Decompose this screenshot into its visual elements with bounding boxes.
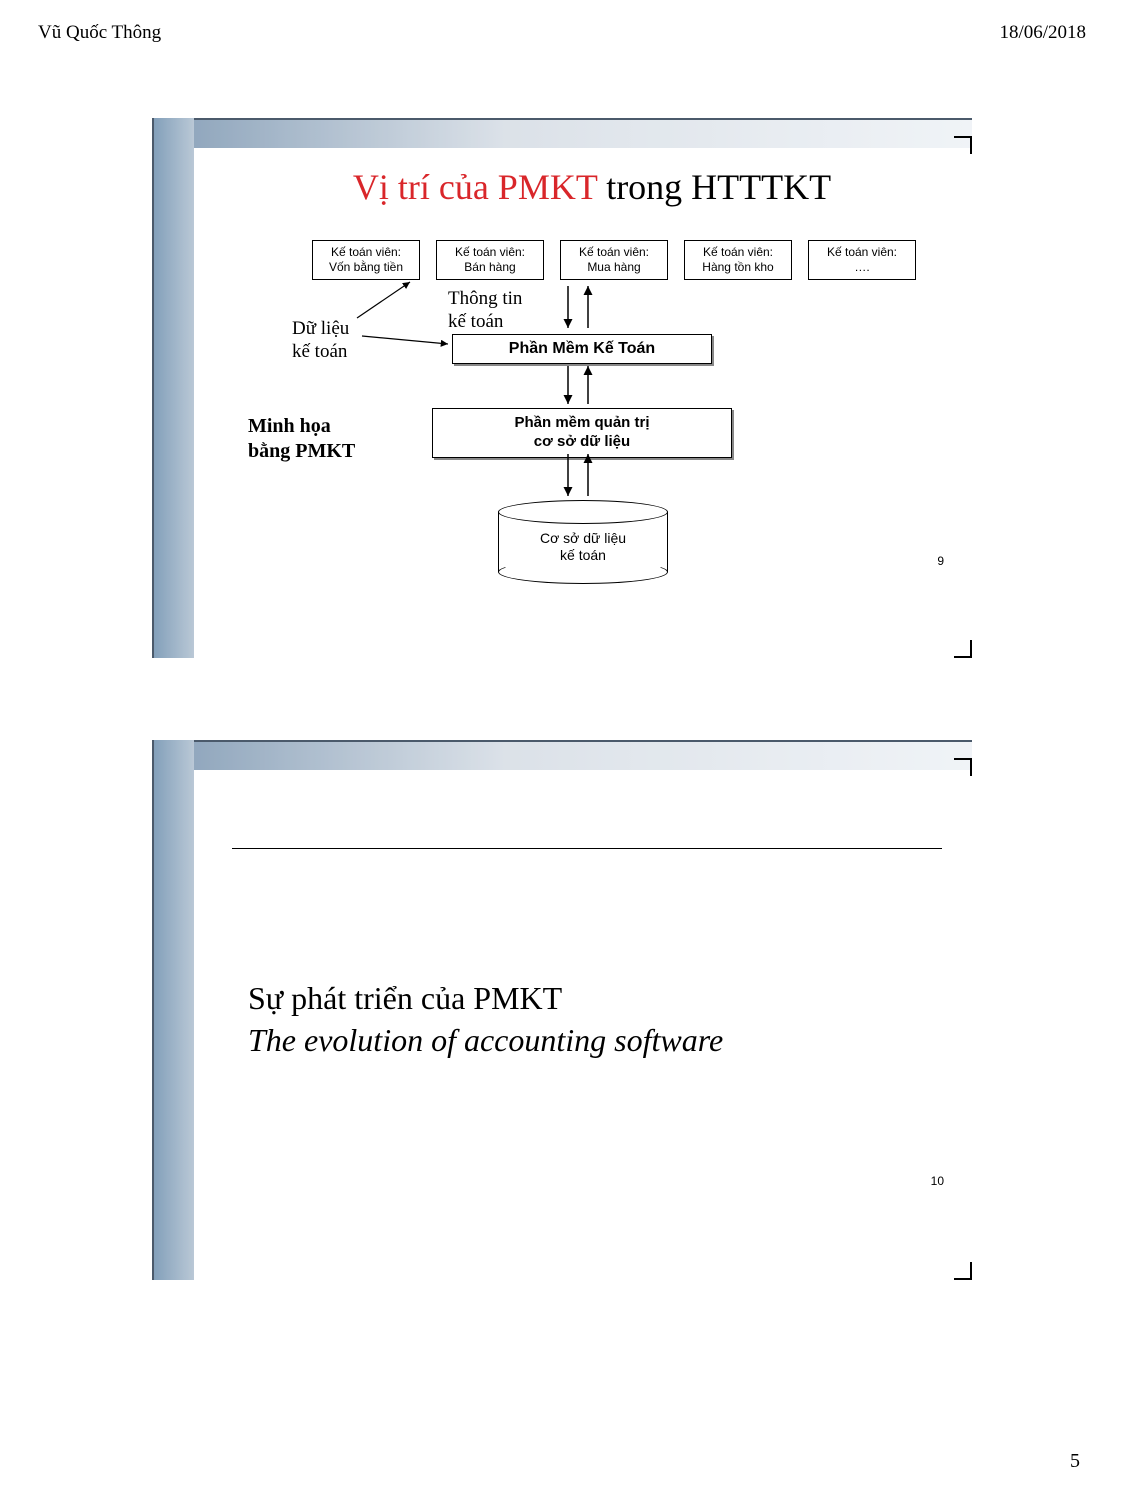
title-vn: Sự phát triển của PMKT xyxy=(248,978,723,1020)
label-line: kế toán xyxy=(292,341,349,364)
box-line2: Bán hàng xyxy=(439,260,541,275)
slide-topbar-decoration xyxy=(194,740,972,770)
cyl-line: kế toán xyxy=(498,547,668,564)
slide-2: Sự phát triển của PMKT The evolution of … xyxy=(152,740,972,1280)
accountant-box: Kế toán viên: …. xyxy=(808,240,916,280)
database-cylinder: Cơ sở dữ liệu kế toán xyxy=(498,500,668,574)
accountant-box: Kế toán viên: Vốn bằng tiền xyxy=(312,240,420,280)
label-thong-tin: Thông tin kế toán xyxy=(448,288,522,334)
slide2-title: Sự phát triển của PMKT The evolution of … xyxy=(248,978,723,1061)
box-line1: Kế toán viên: xyxy=(315,245,417,260)
box-line1: Kế toán viên: xyxy=(687,245,789,260)
slide-title: Vị trí của PMKT trong HTTTKT xyxy=(232,166,952,208)
accountant-box: Kế toán viên: Mua hàng xyxy=(560,240,668,280)
box-text-line: cơ sở dữ liệu xyxy=(443,433,721,452)
label-line: Dữ liệu xyxy=(292,318,349,341)
slide-sidebar-decoration xyxy=(152,740,194,1280)
box-line1: Kế toán viên: xyxy=(811,245,913,260)
slide-number: 9 xyxy=(937,554,944,568)
corner-marker-bottom-right xyxy=(954,1262,972,1280)
label-du-lieu: Dữ liệu kế toán xyxy=(292,318,349,364)
accountant-boxes-row: Kế toán viên: Vốn bằng tiền Kế toán viên… xyxy=(312,240,916,280)
corner-marker-top-right xyxy=(954,136,972,154)
box-phan-mem-ke-toan: Phần Mềm Kế Toán xyxy=(452,334,712,364)
label-line: kế toán xyxy=(448,311,522,334)
cyl-line: Cơ sở dữ liệu xyxy=(498,530,668,547)
page-number: 5 xyxy=(1070,1450,1080,1472)
cylinder-bottom xyxy=(498,560,668,584)
page-footer: 5 xyxy=(1070,1450,1080,1473)
box-line2: …. xyxy=(811,260,913,275)
divider-line xyxy=(232,848,942,849)
title-en: The evolution of accounting software xyxy=(248,1020,723,1062)
box-phan-mem-quan-tri: Phần mềm quản trị cơ sở dữ liệu xyxy=(432,408,732,458)
box-text: Phần Mềm Kế Toán xyxy=(509,340,655,357)
label-line: Thông tin xyxy=(448,288,522,311)
corner-marker-top-right xyxy=(954,758,972,776)
cylinder-label: Cơ sở dữ liệu kế toán xyxy=(498,530,668,564)
accountant-box: Kế toán viên: Bán hàng xyxy=(436,240,544,280)
corner-marker-bottom-right xyxy=(954,640,972,658)
box-text-line: Phần mềm quản trị xyxy=(443,414,721,433)
label-minh-hoa: Minh họa bằng PMKT xyxy=(248,414,355,464)
accountant-box: Kế toán viên: Hàng tồn kho xyxy=(684,240,792,280)
label-line: bằng PMKT xyxy=(248,439,355,464)
box-line2: Mua hàng xyxy=(563,260,665,275)
box-line2: Hàng tồn kho xyxy=(687,260,789,275)
box-line1: Kế toán viên: xyxy=(439,245,541,260)
box-line2: Vốn bằng tiền xyxy=(315,260,417,275)
slide-number: 10 xyxy=(931,1174,944,1188)
title-black-part: trong HTTTKT xyxy=(597,167,831,207)
slide-sidebar-decoration xyxy=(152,118,194,658)
author-name: Vũ Quốc Thông xyxy=(38,22,161,44)
slide-1: Vị trí của PMKT trong HTTTKT Kế toán viê… xyxy=(152,118,972,658)
page-header: Vũ Quốc Thông 18/06/2018 xyxy=(38,22,1086,44)
box-line1: Kế toán viên: xyxy=(563,245,665,260)
label-line: Minh họa xyxy=(248,414,355,439)
slide-topbar-decoration xyxy=(194,118,972,148)
cylinder-top xyxy=(498,500,668,524)
page-date: 18/06/2018 xyxy=(999,22,1086,44)
title-red-part: Vị trí của PMKT xyxy=(353,167,597,207)
